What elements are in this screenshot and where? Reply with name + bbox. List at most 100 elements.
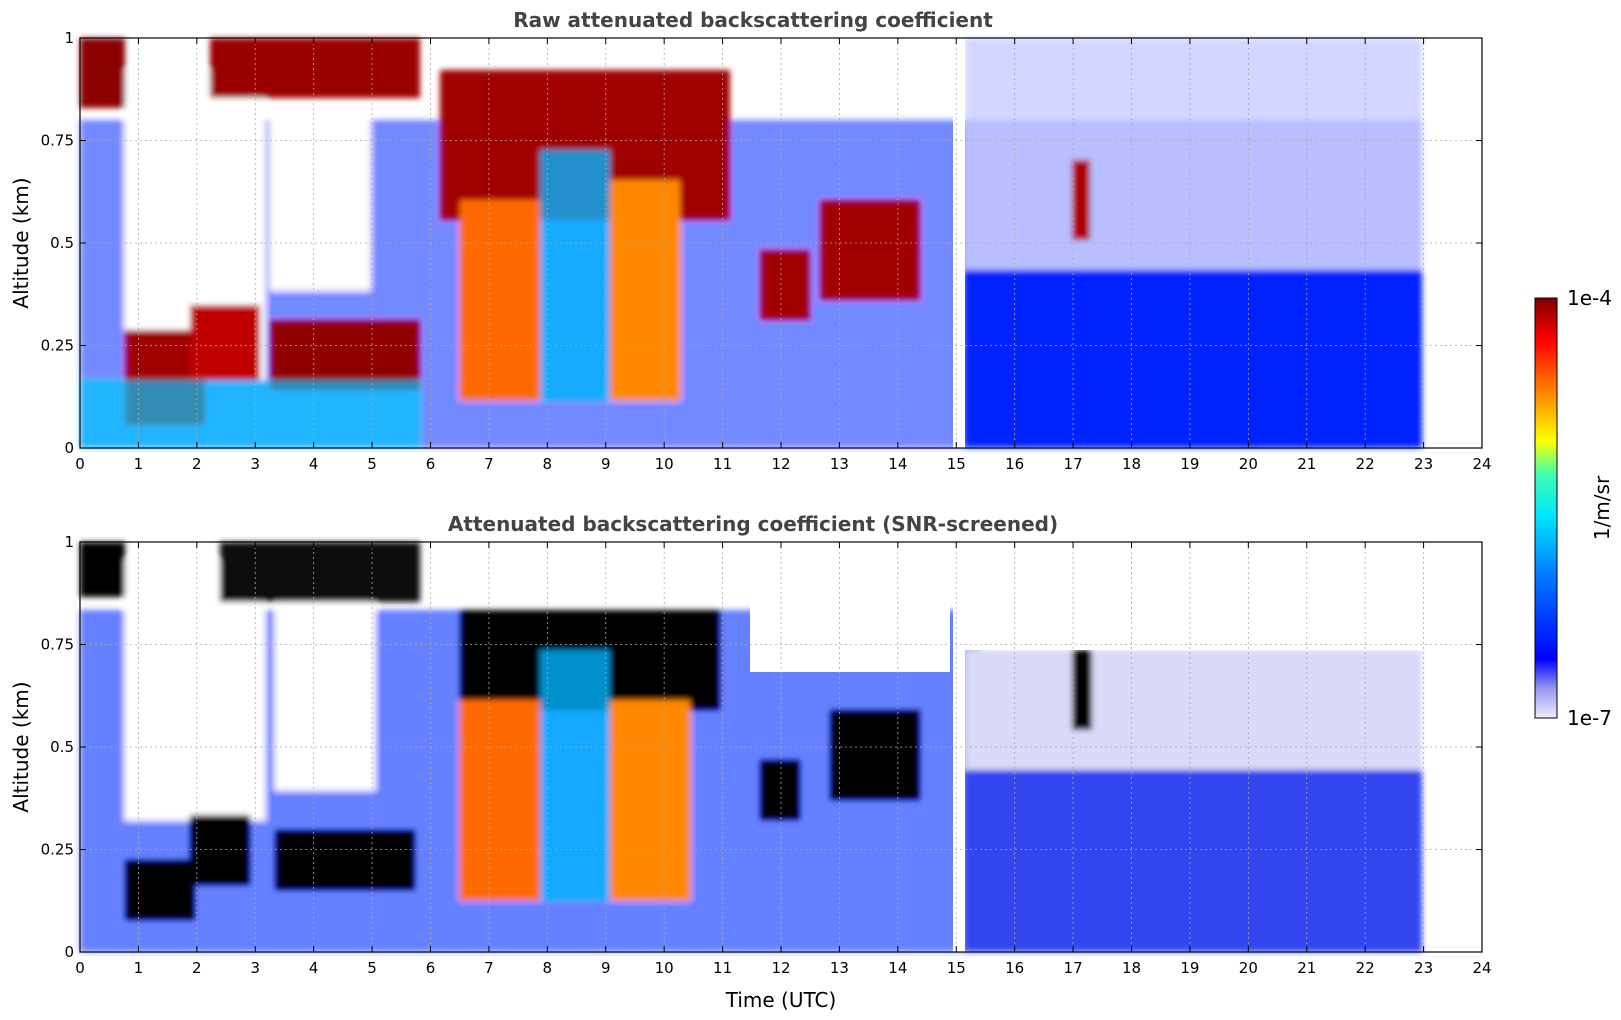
chart-2-feature-upper-black-b [220, 542, 420, 602]
chart-2-screened-top [965, 542, 1422, 650]
colorbar-gradient [1534, 297, 1558, 719]
chart-1-xtick-label: 8 [543, 455, 553, 473]
chart-2-xaxis: 0 1 2 3 4 5 6 7 8 9 10 11 12 13 14 15 16 17 18 19 20 21 22 23 24 [75, 542, 1492, 977]
chart-2-feature-gap-a [540, 650, 610, 900]
chart-2-xlabel: Time (UTC) [725, 988, 837, 1012]
chart-1-xtick-label: 15 [947, 455, 966, 473]
chart-1-xtick-label: 5 [367, 455, 377, 473]
chart-2-ytick-label: 0.75 [41, 636, 74, 654]
chart-1-grid [80, 38, 1482, 448]
chart-1-xtick-label: 20 [1239, 455, 1258, 473]
chart-2-xtick-label: 9 [601, 959, 611, 977]
chart-1-xtick-label: 11 [713, 455, 732, 473]
chart-1-xtick-label: 12 [771, 455, 790, 473]
chart-2-xtick-label: 24 [1472, 959, 1491, 977]
chart-1-feature-noise [965, 38, 1422, 270]
chart-2-xtick-label: 7 [484, 959, 494, 977]
chart-1-feature-cloud-13 [820, 200, 920, 300]
chart-1-xaxis: 0 1 2 3 4 5 6 7 8 9 10 11 12 13 14 15 16 17 18 19 20 21 22 23 24 [75, 38, 1492, 473]
chart-1-feature-base-b [610, 180, 680, 400]
chart-2-data-gap [953, 542, 965, 952]
chart-2-feature-cloud-12 [760, 760, 800, 820]
chart-1-xtick-label: 22 [1356, 455, 1375, 473]
chart-2-ylabel: Altitude (km) [9, 681, 33, 812]
chart-2-ytick-label: 0.25 [41, 841, 74, 859]
chart-2-grid [80, 542, 1482, 952]
chart-2-xtick-label: 0 [75, 959, 85, 977]
chart-1-feature-cloud-17 [1072, 160, 1090, 240]
chart-2-xtick-label: 2 [192, 959, 202, 977]
chart-2-xtick-label: 10 [655, 959, 674, 977]
chart-1-feature-low-cloud-c [270, 320, 420, 390]
chart-2-feature-clear-a [125, 560, 265, 820]
chart-1-ylabel: Altitude (km) [9, 177, 33, 308]
colorbar-min-label: 1e-7 [1567, 706, 1612, 730]
chart-1-feature-gap-a [540, 150, 610, 400]
chart-2-xtick-label: 20 [1239, 959, 1258, 977]
chart-2-xtick-label: 5 [367, 959, 377, 977]
chart-1-xtick-label: 7 [484, 455, 494, 473]
chart-1-feature-clear-b [270, 120, 370, 290]
chart-2-xtick-label: 16 [1005, 959, 1024, 977]
chart-1-xtick-label: 14 [888, 455, 907, 473]
chart-2-yaxis: 0 0.25 0.5 0.75 1 [41, 533, 1482, 961]
chart-1-ytick-label: 0 [64, 439, 74, 457]
chart-1-xtick-label: 6 [426, 455, 436, 473]
chart-2-xtick-label: 18 [1122, 959, 1141, 977]
chart-2-plot: 0 1 2 3 4 5 6 7 8 9 10 11 12 13 14 15 16 17 18 19 20 21 22 23 24… [41, 533, 1492, 977]
chart-2-feature-screened [965, 650, 1422, 770]
chart-2-ytick-label: 0 [64, 943, 74, 961]
chart-1-title: Raw attenuated backscattering coefficien… [513, 8, 993, 32]
chart-2-xtick-label: 1 [134, 959, 144, 977]
chart-2-xtick-label: 23 [1414, 959, 1433, 977]
chart-1-xtick-label: 23 [1414, 455, 1433, 473]
chart-1-xtick-label: 1 [134, 455, 144, 473]
chart-2-heatmap [80, 542, 1422, 952]
chart-2-xtick-label: 21 [1297, 959, 1316, 977]
chart-2-feature-low-black-a [125, 860, 195, 920]
chart-1-feature-cloud-12 [760, 250, 810, 320]
chart-1-feature-low-cloud-b [190, 305, 260, 380]
chart-2-feature-cloud-17 [1072, 650, 1092, 730]
chart-2-xtick-label: 8 [543, 959, 553, 977]
chart-2-xtick-label: 15 [947, 959, 966, 977]
chart-2-xtick-label: 11 [713, 959, 732, 977]
chart-1-xtick-label: 9 [601, 455, 611, 473]
chart-1-xtick-label: 13 [830, 455, 849, 473]
chart-1-feature-upper-cloud-a [80, 38, 125, 108]
chart-1-heatmap [80, 38, 1422, 448]
chart-1-ytick-label: 0.5 [50, 234, 74, 252]
chart-2-xtick-label: 12 [771, 959, 790, 977]
chart-2-feature-low-black-b [190, 815, 250, 885]
chart-1-xtick-label: 21 [1297, 455, 1316, 473]
chart-2-feature-cloud-13 [830, 710, 920, 800]
chart-1-xtick-label: 18 [1122, 455, 1141, 473]
chart-2-feature-aerosol [965, 770, 1422, 952]
chart-2-screened-upper [750, 542, 950, 672]
chart-1-ytick-label: 0.75 [41, 132, 74, 150]
chart-1-feature-aerosol [965, 270, 1422, 448]
chart-1-xtick-label: 19 [1180, 455, 1199, 473]
chart-1-yaxis: 0 0.25 0.5 0.75 1 [41, 29, 1482, 457]
chart-2-ytick-label: 1 [64, 533, 74, 551]
chart-2-xtick-label: 14 [888, 959, 907, 977]
chart-1-plot: 0 1 2 3 4 5 6 7 8 9 10 11 12 13 14 15 16 17 18 19 20 21 22 23 24… [41, 29, 1492, 473]
chart-2-xtick-label: 19 [1180, 959, 1199, 977]
chart-2-xtick-label: 3 [250, 959, 260, 977]
chart-1-xtick-label: 16 [1005, 455, 1024, 473]
chart-1-feature-surface [80, 380, 420, 448]
chart-2-xtick-label: 13 [830, 959, 849, 977]
chart-2-feature-upper-black-a [80, 542, 125, 597]
chart-2-feature-low-black-c [275, 830, 415, 890]
chart-2-xtick-label: 4 [309, 959, 319, 977]
chart-1-xtick-label: 24 [1472, 455, 1491, 473]
chart-1-data-gap [953, 38, 965, 448]
colorbar: 1e-4 1e-7 1/m/sr [1534, 286, 1614, 730]
chart-1-xtick-label: 2 [192, 455, 202, 473]
chart-2-feature-base-a [460, 700, 540, 900]
chart-1-feature-base-a [460, 200, 540, 400]
chart-2-feature-clear-b [275, 600, 375, 790]
chart-2-xtick-label: 6 [426, 959, 436, 977]
chart-2-title: Attenuated backscattering coefficient (S… [448, 512, 1058, 536]
